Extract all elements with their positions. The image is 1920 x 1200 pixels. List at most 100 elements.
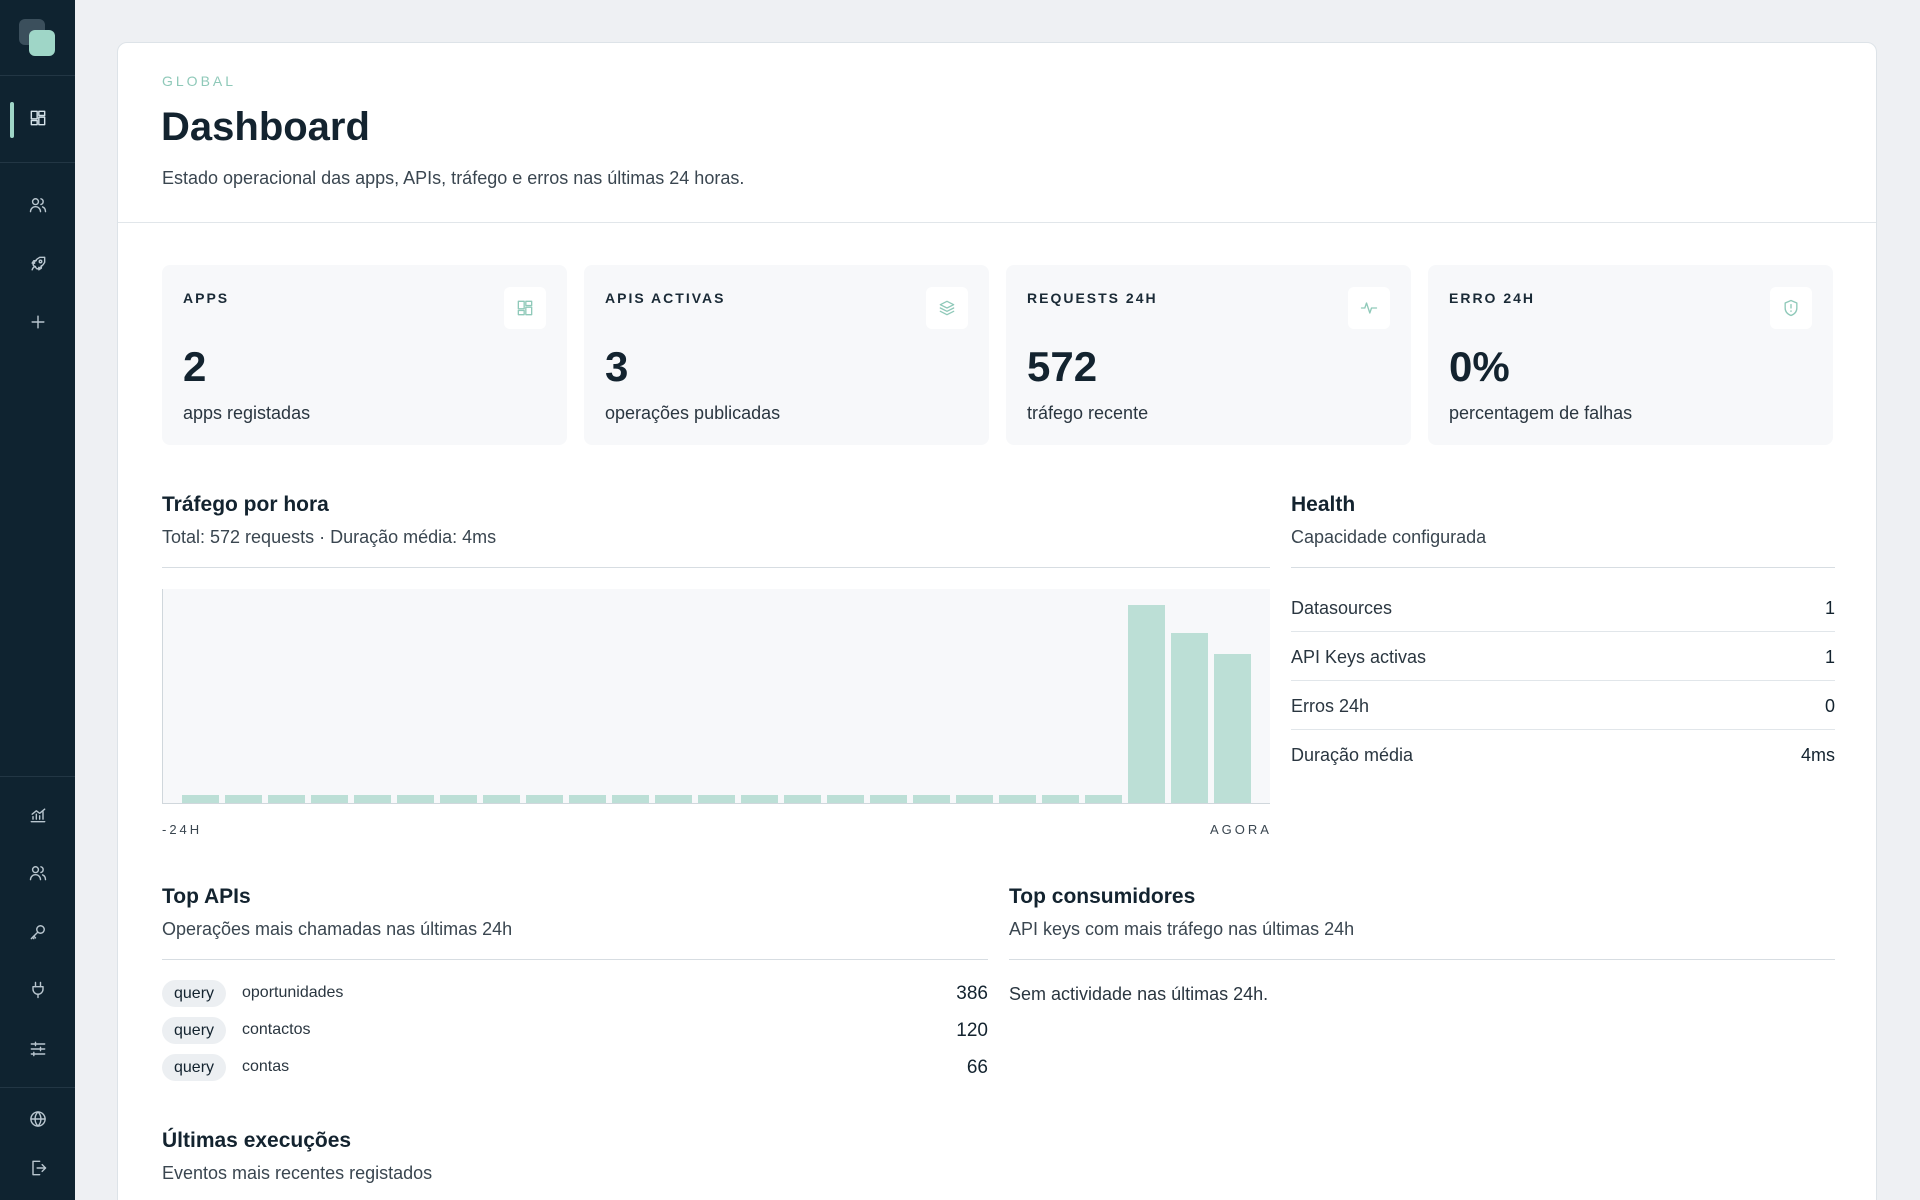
chart-bar <box>440 795 477 803</box>
section-divider <box>162 567 1270 568</box>
api-row-oportunidades[interactable]: query oportunidades 386 <box>162 979 988 1009</box>
kpi-card-apps: APPS 2 apps registadas <box>162 265 567 445</box>
kpi-description: tráfego recente <box>1027 403 1149 423</box>
chart-bar <box>956 795 993 803</box>
sidebar-item-dashboard[interactable] <box>0 96 75 140</box>
top-consumers-title: Top consumidores <box>1009 885 1196 908</box>
chart-bar <box>1128 604 1165 803</box>
kpi-label: APPS <box>183 290 230 306</box>
api-name: contas <box>242 1058 290 1075</box>
traffic-bar-chart <box>162 589 1270 804</box>
page-subtitle: Estado operacional das apps, APIs, tráfe… <box>162 168 745 188</box>
kpi-description: apps registadas <box>183 403 311 423</box>
api-row-contactos[interactable]: query contactos 120 <box>162 1016 988 1046</box>
health-value: 1 <box>1824 647 1835 667</box>
health-row-api-keys: API Keys activas 1 <box>1291 632 1835 681</box>
traffic-title: Tráfego por hora <box>162 493 329 516</box>
kpi-label: ERRO 24H <box>1449 290 1536 306</box>
chart-bar <box>397 795 434 803</box>
kpi-description: percentagem de falhas <box>1449 403 1633 423</box>
kpi-card-errors: ERRO 24H 0% percentagem de falhas <box>1428 265 1833 445</box>
chart-axis-start-label: -24H <box>162 822 203 837</box>
health-row-errors: Erros 24h 0 <box>1291 681 1835 730</box>
dashboard-card: GLOBAL Dashboard Estado operacional das … <box>117 42 1877 1200</box>
section-divider <box>1009 959 1835 960</box>
chart-bar <box>1042 795 1079 803</box>
page-header: GLOBAL Dashboard Estado operacional das … <box>118 43 1876 223</box>
sidebar-item-keys[interactable] <box>0 910 75 954</box>
sidebar-item-global[interactable] <box>0 1097 75 1141</box>
users-icon <box>29 198 46 213</box>
health-label: Duração média <box>1291 745 1414 765</box>
chart-bar <box>268 795 305 803</box>
logout-icon <box>31 1160 46 1176</box>
empty-state-message: Sem actividade nas últimas 24h. <box>1009 984 1269 1004</box>
traffic-subtitle: Total: 572 requests · Duração média: 4ms <box>162 527 497 547</box>
active-indicator <box>10 102 14 138</box>
layers-icon <box>939 300 955 316</box>
sidebar-item-analytics[interactable] <box>0 793 75 837</box>
chart-bar <box>526 795 563 803</box>
kpi-value: 0% <box>1449 343 1510 390</box>
chart-bar <box>1171 632 1208 803</box>
kpi-icon-box <box>504 287 546 329</box>
kpi-card-requests: REQUESTS 24H 572 tráfego recente <box>1006 265 1411 445</box>
activity-icon <box>1360 302 1378 314</box>
globe-icon <box>29 1111 46 1127</box>
key-icon <box>30 925 45 940</box>
rocket-icon <box>30 256 45 271</box>
sidebar-item-settings[interactable] <box>0 1027 75 1071</box>
health-title: Health <box>1291 493 1356 516</box>
health-row-datasources: Datasources 1 <box>1291 583 1835 632</box>
chart-bar <box>1214 654 1251 803</box>
sidebar-divider <box>0 776 75 777</box>
chart-bar <box>354 795 391 803</box>
plus-icon <box>30 315 45 329</box>
sidebar-divider <box>0 162 75 163</box>
sidebar-item-team[interactable] <box>0 851 75 895</box>
api-call-count: 120 <box>956 1020 988 1041</box>
operation-type-badge: query <box>162 1017 227 1044</box>
kpi-card-apis: APIS ACTIVAS 3 operações publicadas <box>584 265 989 445</box>
chart-bar <box>182 795 219 803</box>
health-value: 0 <box>1824 696 1835 716</box>
kpi-value: 2 <box>183 343 207 390</box>
chart-bar <box>612 795 649 803</box>
dashboard-icon <box>30 110 45 126</box>
chart-bar <box>1085 795 1122 803</box>
kpi-description: operações publicadas <box>605 403 781 423</box>
executions-subtitle: Eventos mais recentes registados <box>162 1163 433 1183</box>
health-label: Datasources <box>1291 598 1393 618</box>
analytics-icon <box>30 808 45 823</box>
sidebar-item-new[interactable] <box>0 300 75 344</box>
chart-bar <box>999 795 1036 803</box>
app-logo[interactable] <box>19 19 57 57</box>
sidebar-divider <box>0 75 75 76</box>
kpi-value: 572 <box>1027 343 1098 390</box>
sidebar-item-deploy[interactable] <box>0 242 75 286</box>
kpi-label: REQUESTS 24H <box>1027 290 1158 306</box>
sidebar <box>0 0 75 1200</box>
shield-icon <box>1784 299 1798 317</box>
kpi-icon-box <box>1770 287 1812 329</box>
kpi-icon-box <box>1348 287 1390 329</box>
section-divider <box>162 959 988 960</box>
logo-front-square <box>29 30 55 56</box>
kpi-icon-box <box>926 287 968 329</box>
api-row-contas[interactable]: query contas 66 <box>162 1053 988 1083</box>
sidebar-item-logout[interactable] <box>0 1146 75 1190</box>
sidebar-item-users[interactable] <box>0 183 75 227</box>
health-value: 4ms <box>1800 745 1835 765</box>
operation-type-badge: query <box>162 1054 227 1081</box>
api-call-count: 66 <box>966 1057 988 1078</box>
sidebar-item-integrations[interactable] <box>0 968 75 1012</box>
kpi-value: 3 <box>605 343 629 390</box>
chart-bar <box>698 795 735 803</box>
top-apis-subtitle: Operações mais chamadas nas últimas 24h <box>162 919 513 939</box>
team-icon <box>29 866 46 881</box>
chart-bar <box>827 795 864 803</box>
chart-bar <box>741 795 778 803</box>
health-row-duration: Duração média 4ms <box>1291 730 1835 779</box>
chart-bar <box>225 795 262 803</box>
plug-icon <box>31 981 44 999</box>
